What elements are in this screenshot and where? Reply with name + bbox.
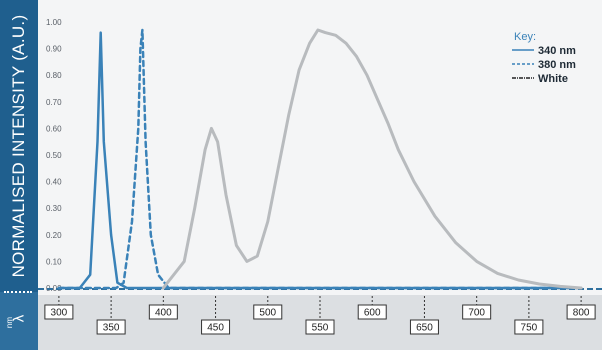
x-tick-box bbox=[409, 319, 439, 335]
x-tick-label: 350 bbox=[103, 323, 120, 334]
series-line bbox=[161, 28, 583, 290]
y-tick-label: 0.60 bbox=[46, 124, 62, 133]
x-tick-box bbox=[462, 304, 492, 320]
legend-title: Key: bbox=[514, 31, 536, 43]
y-tick-label: 0.90 bbox=[46, 45, 62, 54]
y-tick-label: 0.00 bbox=[46, 284, 62, 293]
legend-entry: White bbox=[538, 73, 568, 85]
y-tick-label: 0.40 bbox=[46, 178, 62, 187]
x-tick-box bbox=[201, 319, 231, 335]
x-tick-label: 300 bbox=[51, 308, 68, 319]
x-tick-box bbox=[148, 304, 178, 320]
x-tick-box bbox=[357, 304, 387, 320]
y-tick-label: 0.10 bbox=[46, 257, 62, 266]
x-tick-box bbox=[96, 319, 126, 335]
x-tick-box bbox=[305, 319, 335, 335]
legend-entry: 380 nm bbox=[538, 59, 576, 71]
x-tick-label: 750 bbox=[521, 323, 538, 334]
x-tick-label: 800 bbox=[573, 308, 590, 319]
y-tick-label: 0.70 bbox=[46, 98, 62, 107]
x-tick-box bbox=[253, 304, 283, 320]
x-tick-label: 450 bbox=[207, 323, 224, 334]
y-tick-label: 1.00 bbox=[46, 18, 62, 27]
legend-entry: 340 nm bbox=[538, 45, 576, 57]
plot-area bbox=[38, 0, 602, 295]
x-tick-label: 500 bbox=[259, 308, 276, 319]
axis-corner-divider bbox=[4, 291, 32, 293]
x-tick-label: 700 bbox=[468, 308, 485, 319]
series-line bbox=[57, 28, 583, 290]
x-tick-box bbox=[566, 304, 596, 320]
y-tick-label: 0.50 bbox=[46, 151, 62, 160]
y-tick-label: 0.80 bbox=[46, 71, 62, 80]
x-tick-box bbox=[514, 319, 544, 335]
x-tick-label: 550 bbox=[312, 323, 329, 334]
y-tick-label: 0.20 bbox=[46, 231, 62, 240]
x-tick-label: 600 bbox=[364, 308, 381, 319]
x-tick-box bbox=[44, 304, 74, 320]
y-tick-label: 0.30 bbox=[46, 204, 62, 213]
x-tick-label: 400 bbox=[155, 308, 172, 319]
x-tick-label: 650 bbox=[416, 323, 433, 334]
y-axis-label-bar: NORMALISED INTENSITY (A.U.) bbox=[0, 0, 38, 292]
